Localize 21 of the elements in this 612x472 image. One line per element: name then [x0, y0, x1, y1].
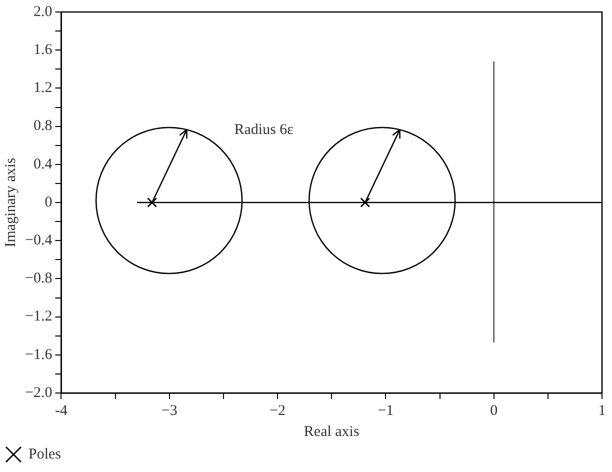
- legend-label: Poles: [28, 446, 62, 462]
- x-tick-label: 1: [598, 402, 606, 419]
- y-tick-label: 2.0: [33, 4, 52, 20]
- x-tick-label: −1: [378, 402, 394, 419]
- x-tick-label: 0: [490, 402, 498, 419]
- x-tick-label: -4: [54, 402, 68, 419]
- y-tick-label: −0.8: [24, 270, 52, 287]
- y-tick-label: 0: [44, 194, 52, 210]
- y-tick-label: 0.8: [33, 118, 52, 134]
- y-tick-label: 1.2: [33, 80, 52, 96]
- y-tick-label: −1.2: [24, 308, 52, 325]
- y-tick-label: −1.6: [24, 346, 53, 363]
- y-tick-label: −2.0: [24, 384, 52, 401]
- x-tick-label: −2: [270, 402, 286, 419]
- annotation: Radius 6ε: [234, 122, 294, 140]
- x-tick-label: −3: [161, 402, 178, 419]
- y-tick-label: −0.4: [24, 232, 53, 249]
- y-axis-title: Imaginary axis: [2, 158, 19, 248]
- y-tick-label: 0.4: [33, 156, 53, 172]
- x-axis-title: Real axis: [304, 424, 360, 440]
- y-tick-label: 1.6: [33, 42, 53, 58]
